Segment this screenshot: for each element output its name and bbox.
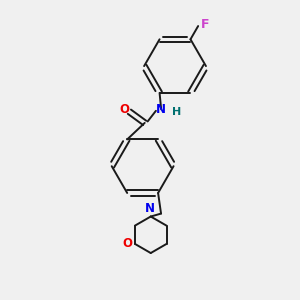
Text: O: O [123, 237, 133, 250]
Text: N: N [145, 202, 155, 215]
Text: F: F [200, 18, 209, 32]
Text: H: H [172, 107, 182, 117]
Text: N: N [156, 103, 166, 116]
Text: O: O [119, 103, 129, 116]
